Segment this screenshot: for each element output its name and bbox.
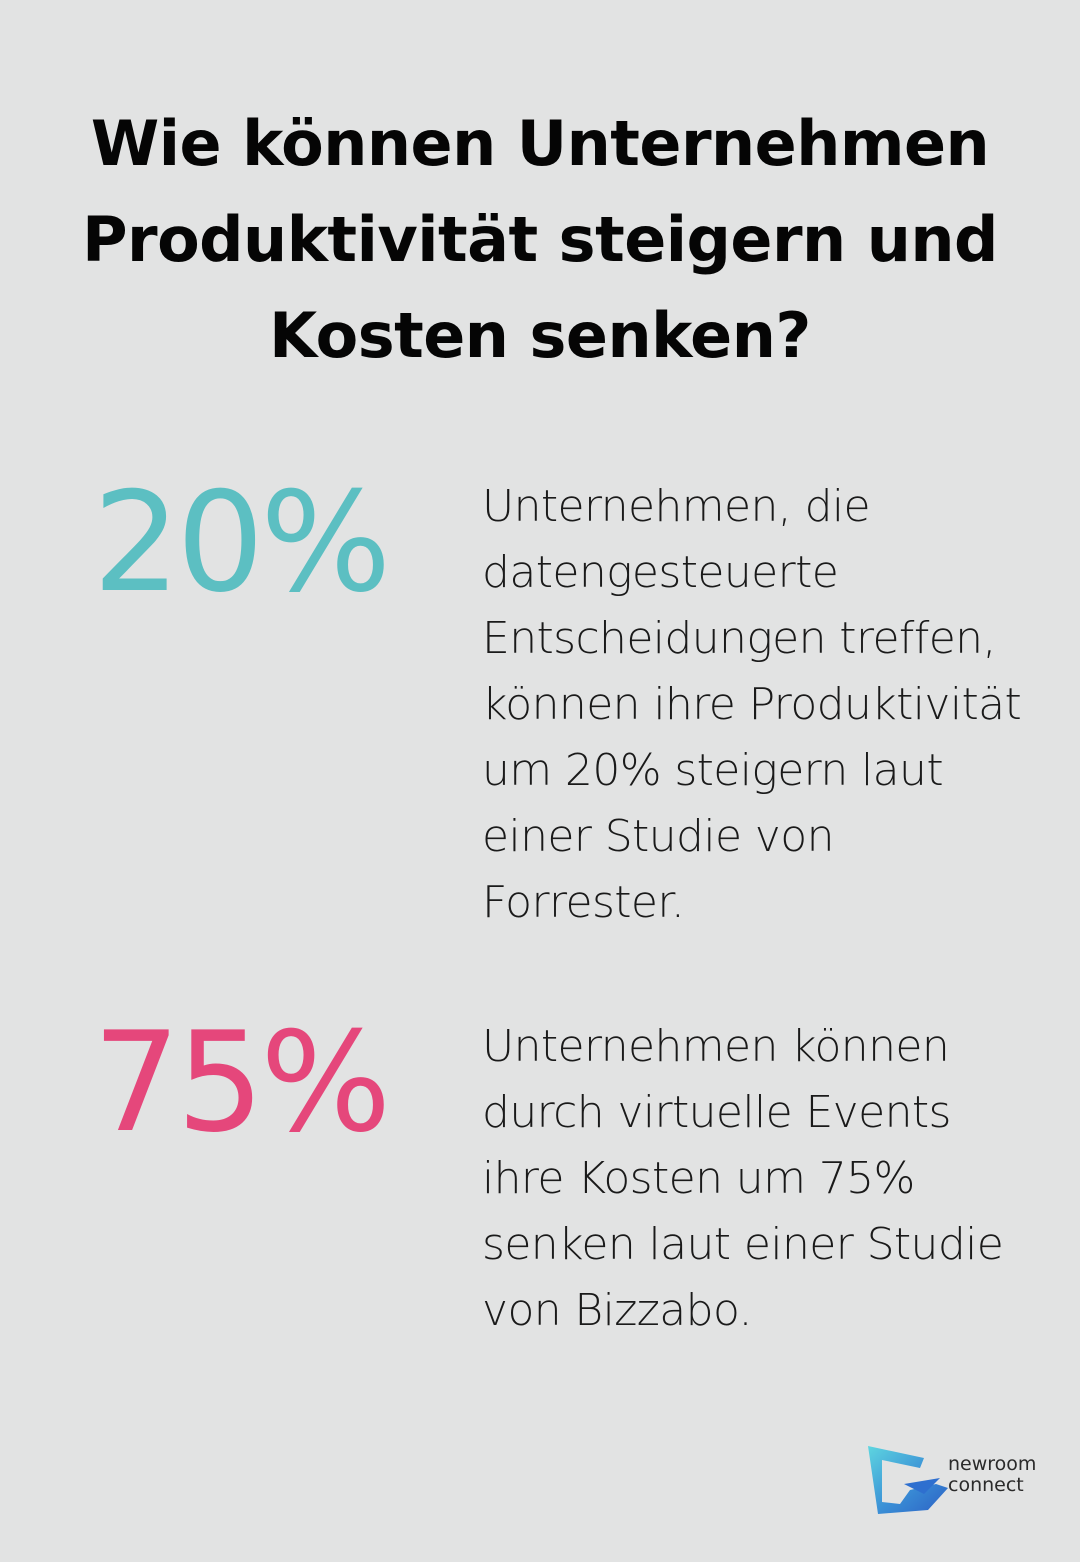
stat-number: 20% <box>92 462 392 623</box>
newroom-connect-logo-icon <box>868 1446 948 1514</box>
stat-number: 75% <box>92 1002 392 1163</box>
brand-logo: newroom connect <box>866 1444 1046 1520</box>
stat-description: Unternehmen, die datengesteuerte Entsche… <box>482 481 1022 928</box>
logo-wordmark: newroom connect <box>948 1454 1036 1496</box>
page-title: Wie können Unternehmen Produktivität ste… <box>82 107 998 372</box>
logo-line-1: newroom <box>948 1453 1037 1475</box>
stat-description: Unternehmen können durch virtuelle Event… <box>482 1021 1004 1336</box>
logo-line-2: connect <box>948 1474 1024 1496</box>
